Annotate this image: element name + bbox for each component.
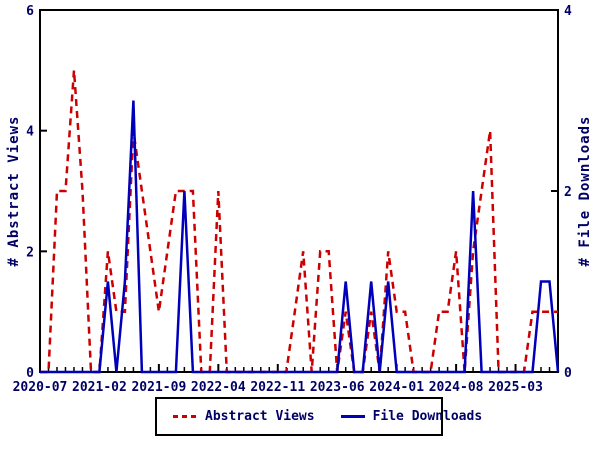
right-tick-label: 2 [564, 185, 572, 200]
legend-label-file-downloads: File Downloads [372, 409, 483, 424]
right-axis-title: # File Downloads [577, 115, 593, 267]
x-tick-label: 2020-07 [13, 380, 68, 395]
x-tick-label: 2021-02 [72, 380, 127, 395]
x-tick-label: 2021-09 [131, 380, 186, 395]
left-tick-label: 4 [26, 125, 34, 140]
x-tick-label: 2024-08 [429, 380, 484, 395]
x-tick-label: 2022-04 [191, 380, 246, 395]
x-tick-label: 2023-06 [310, 380, 365, 395]
legend-dashed-line-sample [173, 415, 197, 418]
x-tick-label: 2024-01 [369, 380, 424, 395]
legend-box: Abstract Views File Downloads [155, 397, 482, 436]
series-line-file-downloads [40, 100, 560, 374]
series-line-abstract-views [40, 70, 558, 374]
left-tick-label: 6 [26, 4, 34, 19]
legend-entry-abstract-views: Abstract Views [173, 409, 315, 424]
left-axis-title: # Abstract Views [6, 115, 22, 267]
legend-label-abstract-views: Abstract Views [205, 409, 315, 424]
right-tick-label: 0 [564, 366, 572, 381]
legend-entry-file-downloads: File Downloads [340, 409, 483, 424]
left-tick-label: 2 [26, 245, 34, 260]
legend-solid-line-sample [340, 415, 365, 418]
x-tick-label: 2025-03 [488, 380, 543, 395]
x-tick-label: 2022-11 [250, 380, 305, 395]
right-tick-label: 4 [564, 4, 572, 19]
left-tick-label: 0 [26, 366, 34, 381]
